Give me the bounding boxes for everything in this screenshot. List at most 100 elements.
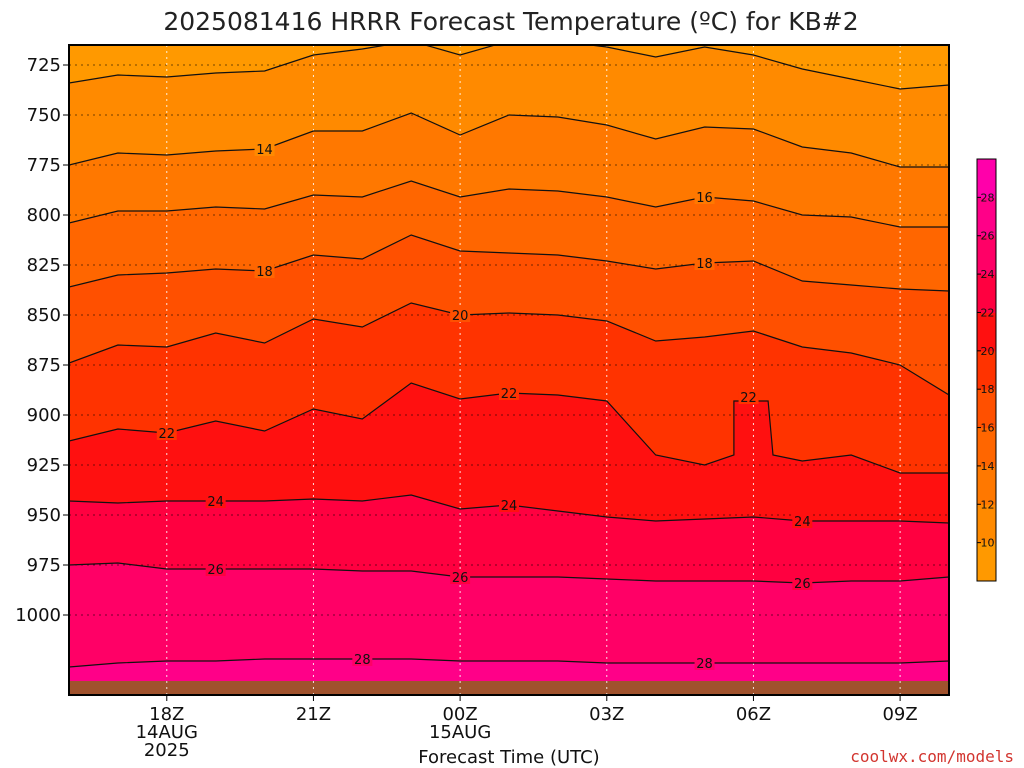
isotherm-label-bg [156, 425, 177, 440]
plot-frame [68, 44, 950, 696]
isotherm-label: 26 [207, 563, 224, 578]
isotherm-labels: 14 16 18 18 20 22 22 22 24 24 24 26 26 26 28 28 [156, 141, 813, 672]
isotherm-label-bg [499, 497, 519, 512]
isotherm-label: 22 [501, 387, 518, 402]
isotherm-label: 28 [354, 653, 371, 668]
isotherm-label-bg [450, 307, 471, 322]
temperature-band-22 [69, 383, 949, 523]
isotherm-label: 18 [696, 257, 713, 272]
colorbar-swatch [977, 542, 996, 582]
isotherm-14 [69, 112, 949, 168]
isotherm-label: 14 [256, 143, 273, 158]
isotherm-label-bg [738, 389, 759, 404]
isotherm-18 [69, 234, 949, 292]
y-tick-label: 975 [27, 555, 61, 576]
x-axis-label: Forecast Time (UTC) [418, 747, 599, 768]
isotherm-label-bg [694, 255, 715, 270]
colorbar-swatch [977, 235, 996, 275]
isotherm-label-bg [205, 493, 226, 508]
colorbar-tick-label: 28 [981, 191, 995, 204]
y-tick-label: 775 [27, 155, 61, 176]
colorbar-tick-label: 20 [981, 345, 995, 358]
y-tick-label: 750 [27, 105, 61, 126]
isotherm-label-bg [254, 263, 275, 278]
temperature-band-12 [69, 45, 949, 167]
y-tick-label: 925 [27, 455, 61, 476]
temperature-band-18 [69, 235, 949, 395]
x-tick-label: 15AUG [429, 722, 491, 743]
isotherm-label: 26 [794, 577, 811, 592]
colorbar-tick-label: 14 [981, 460, 995, 473]
isotherm-20 [69, 302, 949, 396]
colorbar-tick-label: 24 [981, 268, 995, 281]
colorbar-swatch [977, 389, 996, 429]
isotherm-28 [69, 658, 949, 668]
y-tick-label: 800 [27, 205, 61, 226]
isotherm-16 [69, 180, 949, 228]
isotherm-label-bg [499, 385, 519, 400]
colorbar-swatch [977, 427, 996, 467]
colorbar-swatch [977, 312, 996, 352]
chart-title: 2025081416 HRRR Forecast Temperature (ºC… [163, 7, 858, 36]
x-tick-label: 00Z [442, 704, 477, 725]
colorbar-tick-label: 26 [981, 230, 995, 243]
isotherm-label: 24 [207, 495, 224, 510]
isotherm-12 [69, 45, 949, 90]
isotherm-label-bg [205, 561, 226, 576]
x-tick-label: 14AUG [136, 722, 198, 743]
isotherm-label-bg [254, 141, 275, 156]
temperature-band-16 [69, 181, 949, 291]
isotherm-label-bg [450, 569, 471, 584]
colorbar-tick-label: 16 [981, 422, 995, 435]
colorbar-swatch [977, 274, 996, 313]
isotherm-label: 22 [740, 391, 757, 406]
colorbar-tick-label: 10 [981, 537, 995, 550]
ground-fill [69, 681, 949, 695]
y-tick-label: 725 [27, 55, 61, 76]
y-tick-label: 900 [27, 405, 61, 426]
colorbar-tick-label: 12 [981, 498, 995, 511]
colorbar-swatch [977, 465, 996, 505]
isotherm-label-bg [694, 189, 715, 204]
colorbar-swatch [977, 504, 996, 544]
ground-layer [69, 681, 949, 695]
temperature-bands [69, 45, 949, 695]
temperature-band-10 [69, 45, 949, 89]
y-tick-label: 1000 [15, 605, 61, 626]
temperature-band-26 [69, 563, 949, 667]
isotherm-label: 26 [452, 571, 469, 586]
isotherm-label-bg [694, 655, 715, 670]
colorbar-frame [976, 158, 997, 582]
isotherm-label: 28 [696, 657, 713, 672]
isotherm-label-bg [792, 513, 813, 528]
isotherm-label: 24 [501, 499, 518, 514]
isotherm-label-bg [792, 575, 813, 590]
y-axis: 725 750 775 800 825 850 875 900 925 950 975 1000 [15, 55, 69, 626]
isotherm-label: 18 [256, 265, 273, 280]
y-tick-label: 950 [27, 505, 61, 526]
x-tick-label: 21Z [296, 704, 331, 725]
y-tick-label: 875 [27, 355, 61, 376]
isotherm-label: 24 [794, 515, 811, 530]
isotherm-22 [69, 382, 949, 474]
credit-text: coolwx.com/models [850, 747, 1014, 766]
x-tick-label: 03Z [589, 704, 624, 725]
isotherm-label: 16 [696, 191, 713, 206]
colorbar-swatch [977, 159, 996, 198]
colorbar-tick-label: 18 [981, 383, 995, 396]
colorbar: 10 12 14 16 18 20 22 24 26 28 [976, 158, 997, 582]
y-tick-label: 825 [27, 255, 61, 276]
isotherm-label: 22 [159, 427, 176, 442]
isotherm-label: 20 [452, 309, 469, 324]
temperature-band-24 [69, 495, 949, 583]
colorbar-swatch [977, 197, 996, 237]
x-tick-label: 18Z [149, 704, 184, 725]
isotherm-label-bg [352, 651, 373, 666]
colorbar-tick-label: 22 [981, 306, 995, 319]
x-tick-label: 06Z [736, 704, 771, 725]
y-tick-label: 850 [27, 305, 61, 326]
colorbar-swatch [977, 350, 996, 390]
x-tick-label: 2025 [144, 740, 190, 761]
